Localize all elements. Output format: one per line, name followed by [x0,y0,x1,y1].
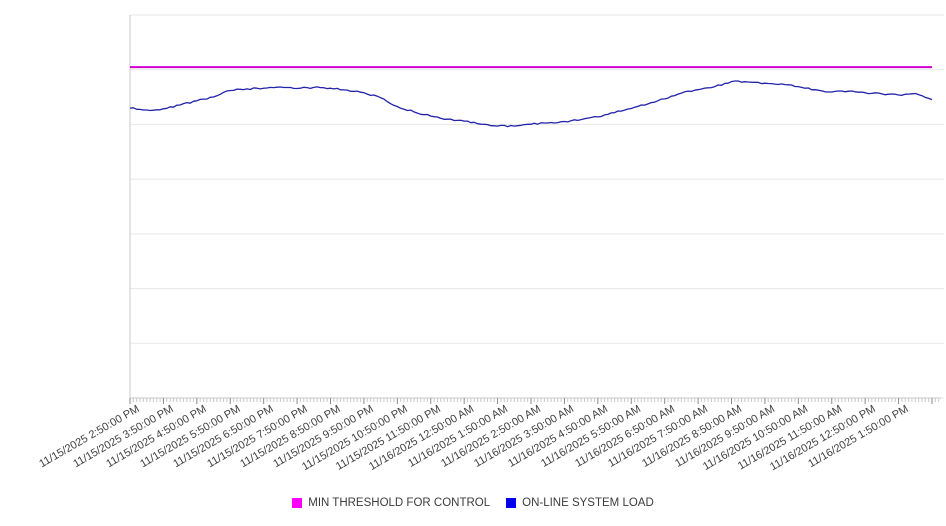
legend-swatch-blue-icon [506,498,517,508]
legend-label-system-load: ON-LINE SYSTEM LOAD [522,497,654,509]
legend-item-system-load[interactable]: ON-LINE SYSTEM LOAD [506,497,654,509]
system-load-line [129,80,933,128]
legend-label-min-threshold: MIN THRESHOLD FOR CONTROL [308,497,491,509]
chart-legend: MIN THRESHOLD FOR CONTROL ON-LINE SYSTEM… [0,497,946,509]
legend-item-min-threshold[interactable]: MIN THRESHOLD FOR CONTROL [292,497,490,509]
legend-swatch-magenta-icon [292,498,303,508]
